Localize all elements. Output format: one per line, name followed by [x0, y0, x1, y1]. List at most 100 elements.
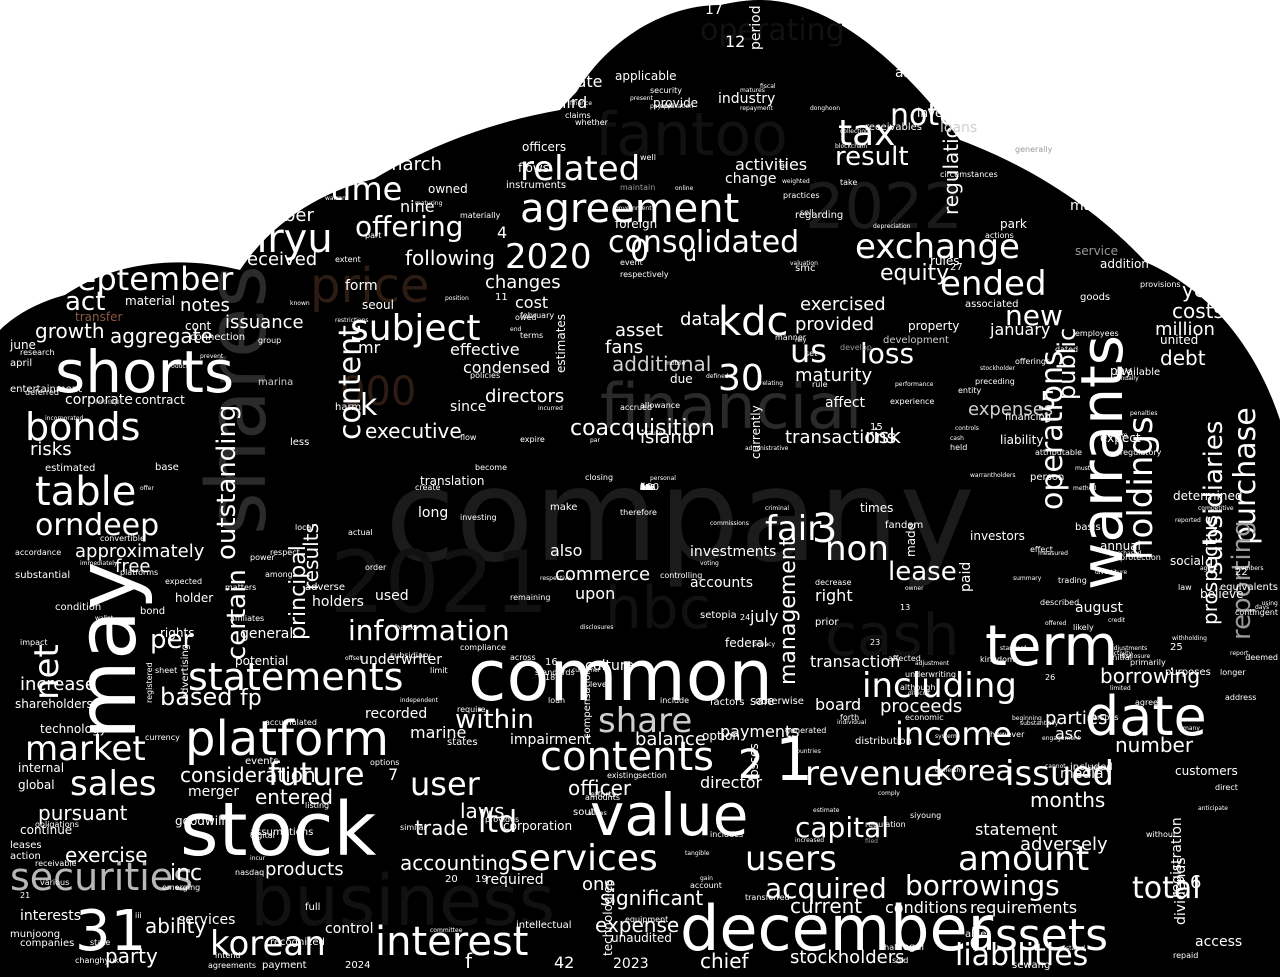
- word-cloud-word: hanryu: [192, 216, 333, 262]
- word-cloud-word: agreed: [1135, 698, 1163, 707]
- word-cloud-word: 935: [640, 485, 652, 492]
- word-cloud-word: compliance: [460, 643, 506, 652]
- word-cloud-word: interests: [20, 908, 81, 924]
- word-cloud-word: borrowing: [1100, 664, 1200, 688]
- word-cloud-word: includes: [710, 830, 743, 839]
- word-cloud-word: may: [60, 561, 155, 740]
- word-cloud-word: gain: [700, 875, 713, 882]
- word-cloud-word: ii: [640, 482, 646, 493]
- word-cloud-word: require: [457, 705, 486, 714]
- word-cloud-word: 25: [1170, 642, 1183, 653]
- word-cloud-word: instruments: [506, 180, 566, 191]
- word-cloud-word: security: [650, 86, 682, 95]
- word-cloud-word: date: [1085, 685, 1207, 748]
- word-cloud-word: customers: [1175, 764, 1238, 778]
- word-cloud-word: adjustments: [1110, 645, 1147, 652]
- word-cloud-word: coacquisition: [570, 416, 715, 441]
- word-cloud-word: expense: [595, 913, 679, 937]
- word-cloud-word: april: [10, 358, 32, 369]
- word-cloud-word: exchange: [855, 227, 1020, 267]
- word-cloud-word: disclosures: [580, 624, 613, 631]
- word-cloud-word: changhyuk: [75, 956, 119, 965]
- word-cloud-word: assets: [968, 910, 1108, 961]
- word-cloud-word: system: [935, 733, 957, 740]
- silhouette-top: [560, 5, 930, 130]
- word-cloud-word: b: [640, 485, 644, 492]
- word-cloud-word: control: [325, 921, 374, 937]
- word-cloud-word: increase: [20, 674, 96, 695]
- word-cloud-word: criminal: [765, 505, 789, 512]
- word-cloud-word: activities: [735, 155, 807, 174]
- word-cloud-word: note: [890, 98, 958, 133]
- word-cloud-word: non: [825, 529, 889, 569]
- word-cloud-word: administrative: [745, 445, 789, 452]
- word-cloud-word: fp: [240, 686, 262, 711]
- word-cloud-word: practices: [783, 191, 820, 200]
- word-cloud-word: two: [320, 165, 331, 172]
- word-cloud-word: 12: [725, 32, 745, 51]
- word-cloud-word: include: [660, 696, 689, 705]
- word-cloud-word: based: [160, 683, 232, 711]
- word-cloud-word: notes: [180, 295, 230, 316]
- word-cloud-word: shorts: [55, 338, 234, 406]
- word-cloud-word: available: [1115, 367, 1160, 378]
- word-cloud-word: assumed: [895, 65, 958, 81]
- word-cloud-word: consolidated: [608, 225, 799, 260]
- word-cloud-word: take: [840, 178, 857, 187]
- word-cloud-word: online: [675, 185, 694, 192]
- word-cloud-word: generated: [785, 726, 826, 735]
- word-cloud-word: credit: [1108, 617, 1126, 624]
- word-cloud-word: blockchain: [835, 143, 867, 150]
- word-cloud-word: protection: [1120, 553, 1161, 562]
- word-cloud-word: provides: [485, 815, 519, 824]
- word-cloud-word: jang: [1089, 765, 1103, 772]
- word-cloud-word: kang: [1180, 256, 1234, 281]
- word-cloud-word: nasdaq: [235, 868, 264, 877]
- word-cloud-word: share: [598, 701, 692, 741]
- word-cloud-word: persons: [1087, 713, 1119, 722]
- word-cloud-word: free: [115, 556, 151, 577]
- word-cloud-word: prior: [815, 617, 839, 628]
- word-cloud-word: dividends: [1173, 857, 1189, 925]
- word-cloud-word: flow: [460, 433, 477, 442]
- word-cloud-word: impact: [20, 638, 48, 647]
- word-cloud-word: end: [510, 326, 521, 333]
- word-cloud-word: listing: [305, 801, 329, 810]
- word-cloud-word: interest: [375, 919, 528, 965]
- word-cloud-word: holdings: [1121, 416, 1161, 560]
- word-cloud-word: allows: [588, 810, 607, 817]
- word-cloud-word: committee: [430, 927, 463, 934]
- word-cloud-word: research: [20, 348, 55, 357]
- word-cloud-word: estimated: [45, 463, 95, 474]
- word-cloud-word: 5: [1040, 387, 1057, 417]
- word-cloud-word: likely: [1073, 623, 1094, 632]
- word-cloud-word: tax: [838, 113, 895, 154]
- word-cloud-word: asset: [615, 320, 663, 341]
- word-cloud-word: inc: [170, 861, 202, 886]
- word-cloud-word: investing: [460, 513, 497, 522]
- word-cloud-word: pursuant: [38, 801, 128, 825]
- word-cloud-word: fasb: [640, 485, 653, 492]
- word-cloud-word: korean: [210, 924, 326, 964]
- word-cloud-word: federal: [725, 636, 767, 650]
- word-cloud-word: offerings: [1015, 357, 1050, 366]
- word-cloud-word: material: [125, 294, 175, 308]
- word-cloud-word: state: [90, 938, 110, 947]
- word-cloud-word: kingdom: [980, 655, 1015, 664]
- word-cloud-word: factors: [710, 697, 745, 708]
- word-cloud-word: time: [330, 170, 402, 208]
- word-cloud-word: adjustment: [915, 660, 950, 667]
- word-cloud-word: relating: [760, 380, 783, 387]
- word-cloud-word: social: [1170, 554, 1204, 568]
- word-cloud-word: 13: [900, 603, 910, 612]
- word-cloud-word: 31: [75, 899, 146, 964]
- word-cloud-word: respectively: [620, 270, 669, 279]
- word-cloud-word: june: [9, 338, 36, 352]
- word-cloud-word: across: [510, 653, 536, 662]
- word-cloud-word: filed: [865, 838, 878, 845]
- word-cloud-word: limit: [430, 666, 448, 675]
- word-cloud-word: trading: [1058, 576, 1087, 585]
- word-cloud-word: position: [445, 295, 469, 302]
